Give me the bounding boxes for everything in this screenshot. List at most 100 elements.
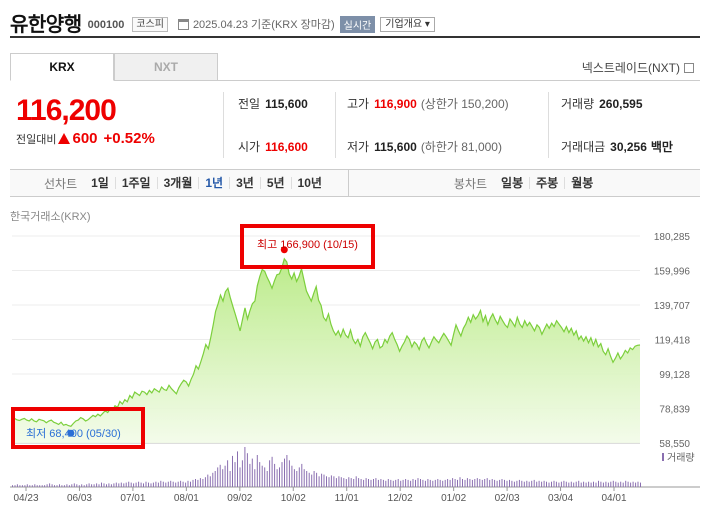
volume-bar bbox=[595, 482, 597, 487]
volume-bar bbox=[555, 481, 557, 487]
volume-bar bbox=[578, 480, 580, 487]
volume-bar bbox=[402, 479, 404, 487]
nxt-link[interactable]: 넥스트레이드(NXT) bbox=[582, 59, 694, 76]
line-chart-label: 선차트 bbox=[44, 176, 78, 191]
stat-value: 115,600 bbox=[265, 97, 308, 111]
x-tick-label: 01/02 bbox=[441, 493, 466, 504]
volume-bar bbox=[511, 480, 513, 487]
volume-bar bbox=[501, 479, 503, 487]
volume-bar bbox=[61, 485, 63, 487]
tab-krx[interactable]: KRX bbox=[10, 53, 114, 81]
volume-bar bbox=[377, 479, 379, 487]
volume-bar bbox=[523, 481, 525, 487]
volume-bar bbox=[96, 483, 98, 487]
change-row: 전일대비 600 +0.52% bbox=[16, 130, 155, 147]
period-1w[interactable]: 1주일 bbox=[114, 177, 157, 189]
volume-bar bbox=[222, 469, 224, 487]
period-3y[interactable]: 3년 bbox=[229, 177, 260, 189]
volume-bar bbox=[516, 480, 518, 487]
volume-bar bbox=[160, 480, 162, 487]
volume-bar bbox=[432, 480, 434, 487]
period-1d[interactable]: 1일 bbox=[91, 176, 109, 190]
x-tick-label: 08/01 bbox=[174, 493, 199, 504]
change-percent: +0.52% bbox=[103, 130, 155, 147]
volume-bar bbox=[123, 483, 125, 487]
volume-bar bbox=[148, 482, 149, 487]
volume-bar bbox=[323, 474, 325, 487]
volume-bar bbox=[447, 479, 449, 487]
divider bbox=[548, 92, 549, 158]
market-badge: 코스피 bbox=[132, 16, 168, 32]
volume-bar bbox=[103, 483, 105, 487]
period-10y[interactable]: 10년 bbox=[290, 177, 328, 189]
volume-bar bbox=[358, 478, 360, 487]
volume-bar bbox=[397, 479, 399, 487]
stat-low: 저가 115,600 (하한가 81,000) bbox=[347, 138, 502, 155]
volume-bar bbox=[313, 471, 315, 487]
volume-bar bbox=[484, 479, 486, 487]
volume-bar bbox=[442, 480, 444, 487]
up-triangle-icon bbox=[58, 133, 71, 144]
period-1y[interactable]: 1년 bbox=[198, 177, 229, 189]
volume-bar bbox=[536, 481, 538, 487]
volume-bar bbox=[36, 485, 38, 487]
volume-bar bbox=[177, 481, 179, 487]
stat-sub: (하한가 81,000) bbox=[420, 140, 502, 154]
realtime-button[interactable]: 실시간 bbox=[339, 15, 376, 33]
volume-bar bbox=[108, 483, 110, 487]
tab-nxt[interactable]: NXT bbox=[114, 53, 218, 81]
volume-bar bbox=[380, 479, 382, 487]
volume-bar bbox=[152, 482, 154, 487]
volume-bar bbox=[284, 458, 285, 487]
volume-bar bbox=[56, 485, 58, 487]
volume-bar bbox=[31, 485, 33, 487]
volume-bar bbox=[303, 469, 305, 487]
volume-bar bbox=[558, 482, 560, 487]
volume-bar bbox=[311, 474, 313, 487]
stat-prev-close: 전일 115,600 bbox=[238, 95, 308, 112]
volume-bar bbox=[437, 479, 439, 487]
stat-value: 260,595 bbox=[599, 97, 643, 111]
company-overview-button[interactable]: 기업개요 ▾ bbox=[380, 16, 435, 32]
volume-bar bbox=[249, 463, 251, 487]
candle-daily[interactable]: 일봉 bbox=[501, 176, 524, 190]
volume-bar bbox=[635, 482, 637, 487]
volume-bar bbox=[212, 472, 214, 487]
volume-bar bbox=[229, 471, 231, 487]
divider bbox=[335, 92, 336, 158]
candle-monthly[interactable]: 월봉 bbox=[564, 177, 599, 189]
volume-bar bbox=[353, 479, 355, 487]
divider bbox=[347, 169, 349, 197]
volume-bar bbox=[328, 477, 330, 487]
volume-bar bbox=[264, 467, 266, 487]
volume-bar bbox=[625, 480, 627, 487]
volume-bar bbox=[29, 485, 31, 487]
volume-bar bbox=[449, 479, 451, 487]
x-tick-label: 12/02 bbox=[388, 493, 413, 504]
volume-bar bbox=[259, 462, 261, 487]
volume-bar bbox=[338, 476, 340, 487]
volume-bar bbox=[321, 473, 323, 487]
volume-bar bbox=[333, 476, 335, 487]
volume-bar bbox=[41, 485, 43, 487]
volume-bar bbox=[640, 482, 641, 487]
y-tick-label: 99,128 bbox=[659, 370, 690, 381]
volume-bar bbox=[390, 479, 392, 487]
candle-weekly[interactable]: 주봉 bbox=[529, 177, 564, 189]
external-link-icon bbox=[684, 62, 694, 73]
period-3m[interactable]: 3개월 bbox=[156, 177, 199, 189]
volume-bar bbox=[370, 479, 372, 487]
period-5y[interactable]: 5년 bbox=[259, 177, 291, 189]
volume-bar bbox=[251, 458, 253, 487]
volume-bar bbox=[182, 481, 184, 487]
volume-bar bbox=[271, 456, 273, 487]
stat-label: 거래대금 bbox=[561, 140, 606, 154]
volume-bar bbox=[296, 471, 298, 487]
volume-bar bbox=[551, 481, 552, 487]
volume-bar bbox=[227, 460, 229, 487]
volume-bar bbox=[573, 482, 575, 487]
volume-bar bbox=[246, 453, 248, 487]
volume-bar bbox=[630, 482, 632, 487]
volume-bar bbox=[439, 479, 441, 487]
volume-bar bbox=[410, 480, 412, 487]
